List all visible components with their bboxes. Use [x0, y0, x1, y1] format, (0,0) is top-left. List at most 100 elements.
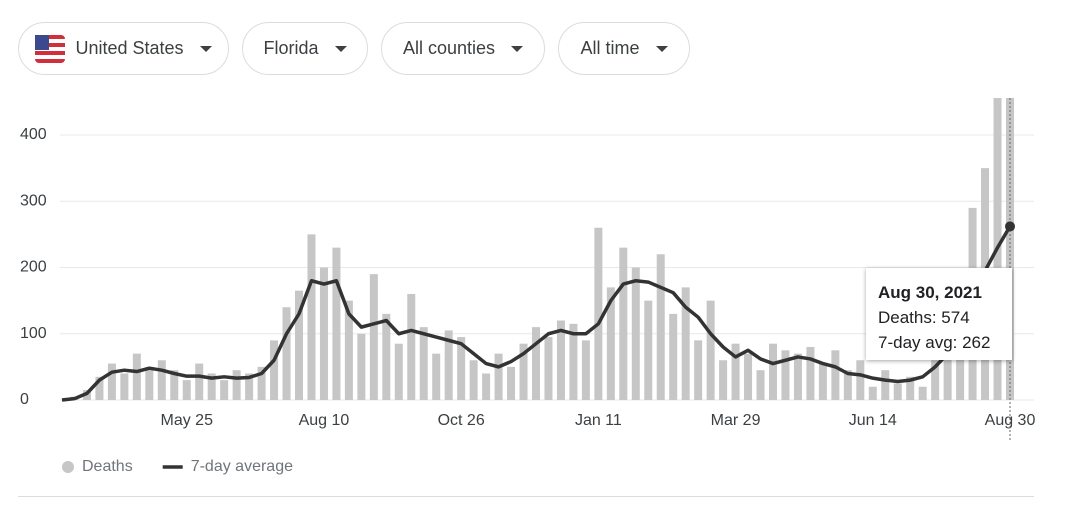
bar	[544, 337, 553, 400]
bar	[207, 373, 216, 400]
bar	[107, 363, 116, 400]
flag-icon	[35, 34, 66, 63]
bar	[893, 383, 902, 400]
bar	[232, 370, 241, 400]
divider	[18, 496, 1034, 497]
bar	[706, 300, 715, 400]
bar	[656, 254, 665, 400]
bar	[581, 340, 590, 400]
tooltip-title: Aug 30, 2021	[878, 283, 982, 302]
bar	[357, 333, 366, 400]
legend-swatch	[62, 461, 74, 473]
bar	[831, 350, 840, 400]
state-filter[interactable]: Florida	[242, 22, 368, 75]
bar	[295, 290, 303, 400]
bar	[182, 380, 191, 400]
bar	[906, 376, 915, 400]
bar	[494, 353, 503, 400]
bar	[95, 376, 104, 400]
x-tick-label: Oct 26	[438, 412, 485, 429]
bar	[744, 353, 753, 400]
y-tick-label: 200	[20, 259, 47, 276]
filter-label: All counties	[402, 38, 496, 58]
county-filter[interactable]: All counties	[381, 22, 545, 75]
bar	[731, 343, 740, 400]
bar	[681, 287, 690, 400]
bar	[419, 327, 428, 400]
bar	[482, 373, 491, 400]
bar	[781, 350, 790, 400]
bar	[394, 343, 403, 400]
bar	[432, 353, 441, 400]
bar	[457, 337, 466, 400]
filter-label: Florida	[263, 38, 319, 58]
bar	[120, 373, 129, 400]
bar	[631, 267, 640, 400]
bar	[507, 366, 516, 400]
bar	[382, 313, 391, 400]
bar	[694, 340, 703, 400]
bar	[132, 353, 141, 400]
bar	[856, 360, 865, 400]
x-tick-label: May 25	[161, 412, 214, 429]
y-tick-label: 100	[20, 325, 47, 342]
bar	[245, 373, 254, 400]
bar	[307, 234, 316, 400]
bar	[157, 360, 166, 400]
y-tick-label: 400	[20, 126, 47, 143]
bar	[943, 333, 952, 400]
filter-label: All time	[580, 38, 640, 58]
bar	[868, 386, 877, 400]
bar	[170, 370, 179, 400]
bar	[793, 353, 802, 400]
bar	[881, 370, 890, 400]
x-tick-label: Aug 30	[985, 412, 1036, 429]
x-tick-label: Jan 11	[575, 412, 622, 429]
tooltip: Aug 30, 2021 Deaths: 574 7-day avg: 262	[866, 268, 1012, 360]
bar	[282, 307, 291, 400]
bar	[806, 347, 815, 400]
bar	[556, 320, 565, 400]
bar	[469, 360, 478, 400]
country-filter[interactable]: United States	[18, 22, 229, 75]
bar	[407, 294, 416, 400]
x-tick-label: Aug 10	[299, 412, 350, 429]
chart: 0 100 200 300 400 May 25 Aug 10 Oct 26 Jan 11 Mar…	[20, 98, 1036, 475]
legend-label: Deaths	[82, 458, 133, 475]
bar	[332, 247, 341, 400]
bar	[145, 366, 154, 400]
bar	[569, 323, 578, 400]
bar	[369, 274, 378, 400]
bar	[719, 360, 728, 400]
time-filter[interactable]: All time	[558, 22, 690, 75]
y-tick-label: 0	[20, 391, 29, 408]
y-tick-label: 300	[20, 192, 47, 209]
bar	[519, 343, 528, 400]
bar	[619, 247, 628, 400]
bar	[220, 380, 229, 400]
bar	[769, 343, 777, 400]
bar	[257, 366, 266, 400]
x-tick-label: Mar 29	[711, 412, 761, 429]
bar	[270, 340, 279, 400]
filter-label: United States	[75, 38, 184, 58]
bar	[319, 267, 328, 400]
bar	[532, 327, 540, 400]
average-line	[61, 225, 1012, 402]
x-tick-label: Jun 14	[849, 412, 897, 429]
tooltip-line: Deaths: 574	[878, 308, 970, 327]
bar	[756, 370, 765, 400]
hover-point	[1005, 221, 1015, 232]
bar	[1006, 98, 1014, 400]
legend-label: 7-day average	[191, 458, 293, 475]
bar	[918, 386, 927, 400]
bar	[931, 360, 940, 400]
bar	[669, 313, 678, 400]
bar	[594, 227, 603, 400]
bar	[344, 300, 353, 400]
bar	[843, 370, 852, 400]
bar	[195, 363, 204, 400]
tooltip-line: 7-day avg: 262	[878, 333, 991, 352]
bar	[606, 287, 615, 400]
